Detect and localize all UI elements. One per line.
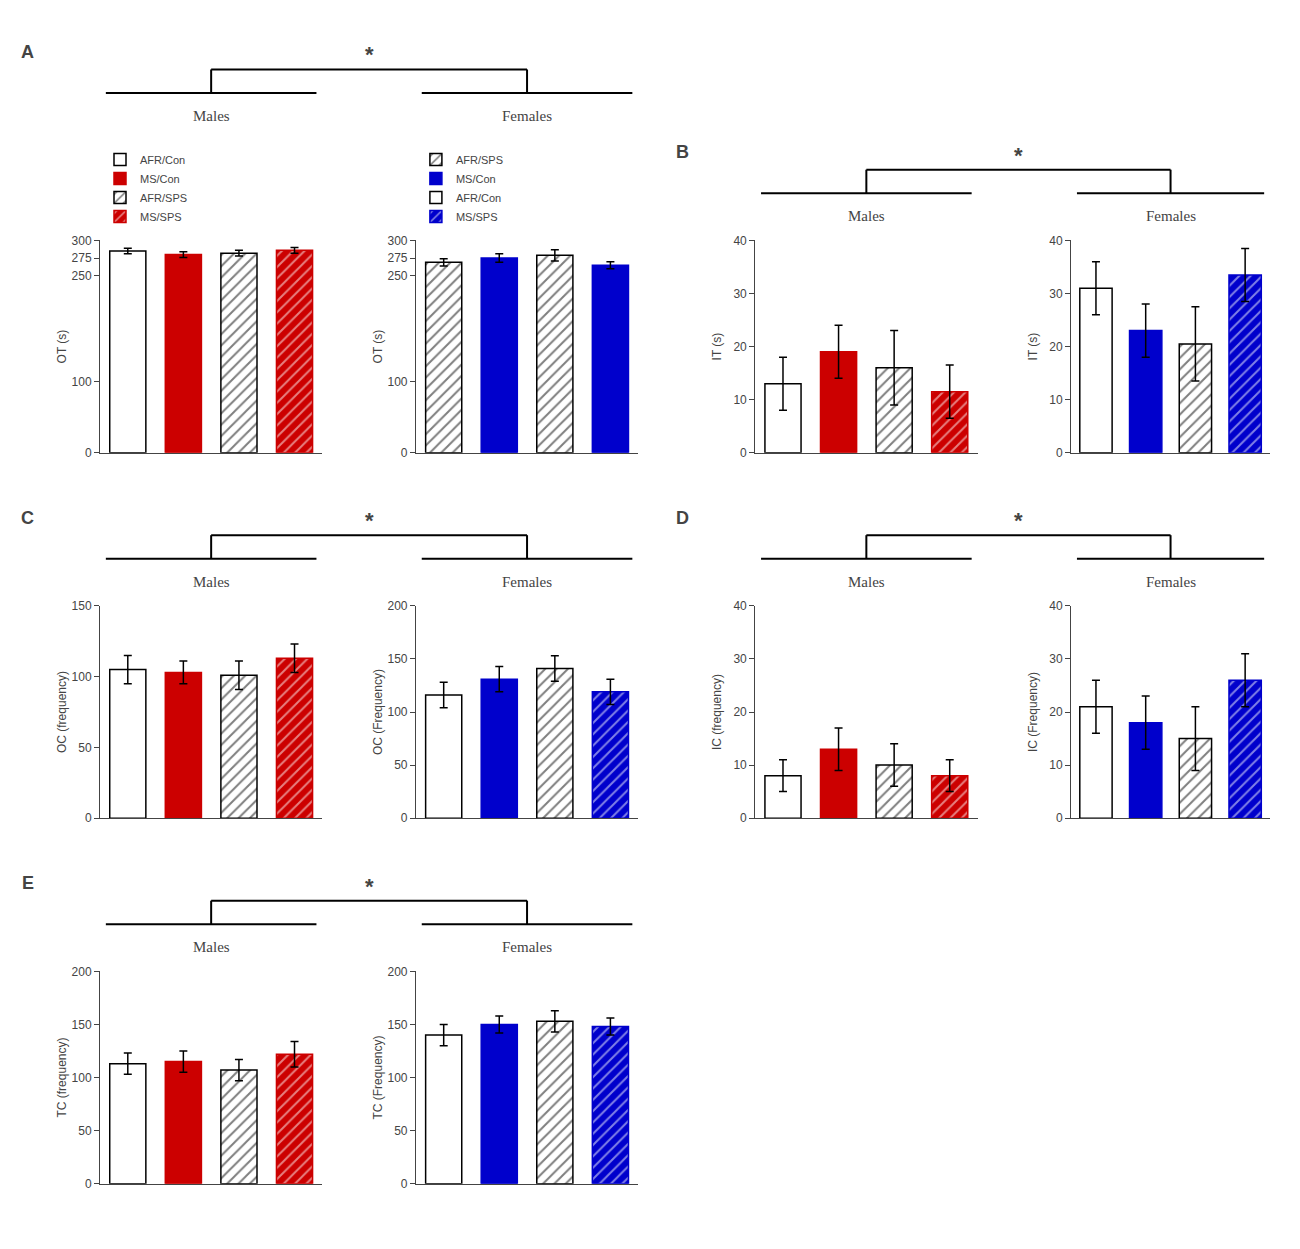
svg-text:100: 100 (72, 670, 92, 684)
svg-text:0: 0 (740, 446, 747, 460)
svg-text:IC (Frequency): IC (Frequency) (1026, 672, 1040, 752)
svg-text:AFR/Con: AFR/Con (140, 154, 185, 166)
svg-text:300: 300 (72, 234, 92, 248)
svg-text:150: 150 (387, 652, 407, 666)
svg-text:200: 200 (387, 599, 407, 613)
svg-text:30: 30 (733, 287, 747, 301)
svg-text:0: 0 (401, 1177, 408, 1191)
svg-text:MS/Con: MS/Con (456, 173, 496, 185)
svg-text:AFR/Con: AFR/Con (456, 192, 501, 204)
svg-text:*: * (1014, 508, 1023, 533)
svg-text:40: 40 (1049, 234, 1063, 248)
svg-text:Females: Females (1146, 208, 1196, 224)
svg-text:IT (s): IT (s) (1026, 333, 1040, 361)
svg-text:0: 0 (740, 811, 747, 825)
svg-text:C: C (21, 508, 34, 528)
svg-text:200: 200 (72, 965, 92, 979)
svg-text:40: 40 (733, 234, 747, 248)
svg-text:Females: Females (502, 939, 552, 955)
svg-text:Females: Females (1146, 574, 1196, 590)
svg-text:250: 250 (72, 269, 92, 283)
svg-text:IC (frequency): IC (frequency) (710, 674, 724, 750)
svg-text:IT (s): IT (s) (710, 333, 724, 361)
svg-text:30: 30 (1049, 652, 1063, 666)
svg-text:100: 100 (72, 1071, 92, 1085)
svg-text:Females: Females (502, 574, 552, 590)
svg-text:0: 0 (85, 811, 92, 825)
svg-text:Males: Males (848, 208, 885, 224)
svg-text:OC (Frequency): OC (Frequency) (371, 669, 385, 755)
svg-text:10: 10 (733, 758, 747, 772)
svg-text:100: 100 (72, 375, 92, 389)
svg-text:0: 0 (1056, 811, 1063, 825)
svg-text:Males: Males (193, 108, 230, 124)
svg-text:40: 40 (733, 599, 747, 613)
svg-text:AFR/SPS: AFR/SPS (140, 192, 187, 204)
svg-text:30: 30 (1049, 287, 1063, 301)
svg-text:0: 0 (401, 811, 408, 825)
svg-text:50: 50 (394, 1124, 408, 1138)
svg-text:100: 100 (387, 1071, 407, 1085)
svg-text:E: E (22, 873, 34, 893)
svg-text:Males: Males (193, 574, 230, 590)
svg-text:100: 100 (387, 375, 407, 389)
svg-text:250: 250 (387, 269, 407, 283)
svg-text:150: 150 (72, 1018, 92, 1032)
svg-text:300: 300 (387, 234, 407, 248)
svg-text:10: 10 (1049, 393, 1063, 407)
svg-text:0: 0 (401, 446, 408, 460)
svg-text:275: 275 (72, 251, 92, 265)
svg-text:100: 100 (387, 705, 407, 719)
svg-text:Females: Females (502, 108, 552, 124)
svg-text:0: 0 (85, 446, 92, 460)
svg-text:200: 200 (387, 965, 407, 979)
svg-text:TC (frequency): TC (frequency) (55, 1038, 69, 1118)
svg-text:OC (frequency): OC (frequency) (55, 671, 69, 753)
svg-text:0: 0 (1056, 446, 1063, 460)
svg-text:*: * (365, 42, 374, 67)
svg-text:MS/Con: MS/Con (140, 173, 180, 185)
svg-text:50: 50 (78, 1124, 92, 1138)
svg-text:Males: Males (848, 574, 885, 590)
svg-text:275: 275 (387, 251, 407, 265)
svg-text:20: 20 (733, 340, 747, 354)
svg-text:50: 50 (78, 741, 92, 755)
svg-text:OT (s): OT (s) (371, 330, 385, 364)
svg-text:*: * (365, 874, 374, 899)
svg-text:*: * (1014, 143, 1023, 168)
svg-text:10: 10 (733, 393, 747, 407)
svg-text:A: A (21, 42, 34, 62)
svg-text:30: 30 (733, 652, 747, 666)
svg-text:0: 0 (85, 1177, 92, 1191)
svg-text:20: 20 (1049, 705, 1063, 719)
svg-text:OT (s): OT (s) (55, 330, 69, 364)
svg-text:*: * (365, 508, 374, 533)
svg-text:50: 50 (394, 758, 408, 772)
svg-text:Males: Males (193, 939, 230, 955)
svg-text:B: B (676, 142, 689, 162)
svg-text:150: 150 (387, 1018, 407, 1032)
svg-text:D: D (676, 508, 689, 528)
svg-text:150: 150 (72, 599, 92, 613)
svg-text:TC (Frequency): TC (Frequency) (371, 1036, 385, 1120)
svg-text:40: 40 (1049, 599, 1063, 613)
svg-text:20: 20 (733, 705, 747, 719)
svg-text:20: 20 (1049, 340, 1063, 354)
svg-text:AFR/SPS: AFR/SPS (456, 154, 503, 166)
svg-text:MS/SPS: MS/SPS (456, 211, 498, 223)
svg-text:MS/SPS: MS/SPS (140, 211, 182, 223)
svg-text:10: 10 (1049, 758, 1063, 772)
